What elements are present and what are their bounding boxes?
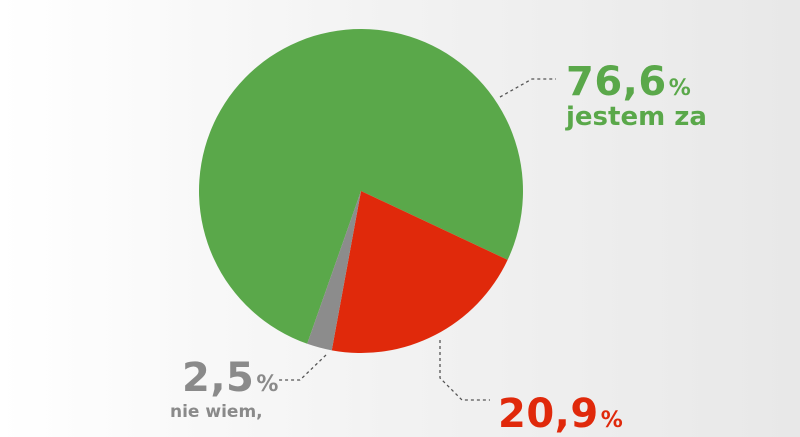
slice-label-nie-wiem: 2,5% nie wiem, xyxy=(170,355,279,421)
leader-line-przeciw xyxy=(439,340,490,401)
value-label-nie-wiem: 2,5 xyxy=(182,355,255,401)
percent-sign: % xyxy=(600,408,623,433)
category-label-nie-wiem: nie wiem, xyxy=(170,402,263,422)
leader-line-jestem-za xyxy=(499,78,556,98)
leader-line-nie-wiem xyxy=(278,354,327,381)
pie-chart xyxy=(198,28,556,401)
slice-przeciw xyxy=(331,191,508,354)
slice-label-jestem-za: 76,6% jestem za xyxy=(566,62,707,130)
slice-nie-wiem xyxy=(307,191,361,351)
value-label-jestem-za: 76,6 xyxy=(566,59,667,105)
category-label-jestem-za: jestem za xyxy=(566,102,707,132)
percent-sign: % xyxy=(256,372,279,397)
slice-jestem-za xyxy=(198,28,523,344)
value-label-przeciw: 20,9 xyxy=(498,391,599,437)
slice-label-przeciw: 20,9% xyxy=(498,394,623,434)
percent-sign: % xyxy=(668,76,691,101)
